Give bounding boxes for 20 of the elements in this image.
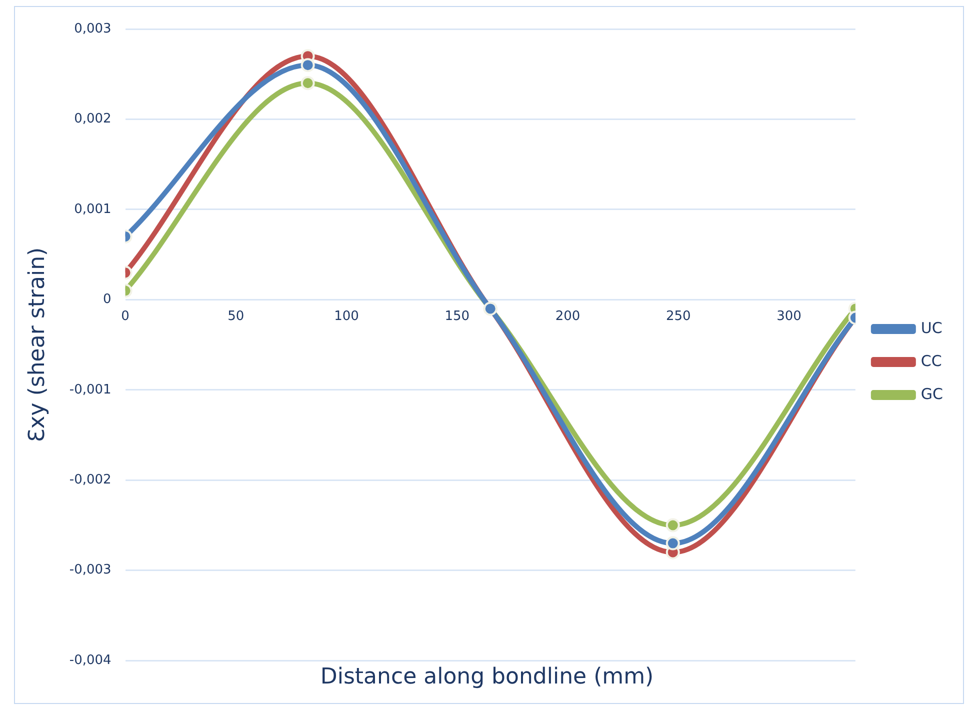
x-tick-label: 50 [228, 308, 244, 324]
legend-label: UC [920, 318, 942, 337]
y-tick-label: 0,001 [74, 202, 112, 217]
x-tick-label: 300 [776, 308, 802, 324]
x-tick-label: 0 [121, 308, 130, 324]
y-tick-label: 0 [103, 292, 112, 308]
y-tick-label: -0,002 [69, 472, 112, 488]
x-tick-label: 200 [555, 308, 580, 324]
legend-label: GC [920, 384, 944, 403]
y-tick-label: -0,001 [69, 382, 112, 398]
y-tick-label: -0,003 [69, 562, 112, 578]
y-tick-label: 0,002 [74, 112, 112, 127]
legend-label: CC [920, 352, 942, 370]
y-tick-label: -0,004 [69, 652, 112, 668]
y-axis-title: Ɛxy (shear strain) [24, 247, 50, 442]
x-axis-title: Distance along bondline (mm) [320, 664, 654, 690]
x-tick-label: 150 [444, 308, 470, 324]
x-tick-label: 100 [334, 308, 359, 324]
x-tick-label: 250 [666, 308, 691, 324]
y-tick-label: 0,003 [74, 21, 112, 36]
